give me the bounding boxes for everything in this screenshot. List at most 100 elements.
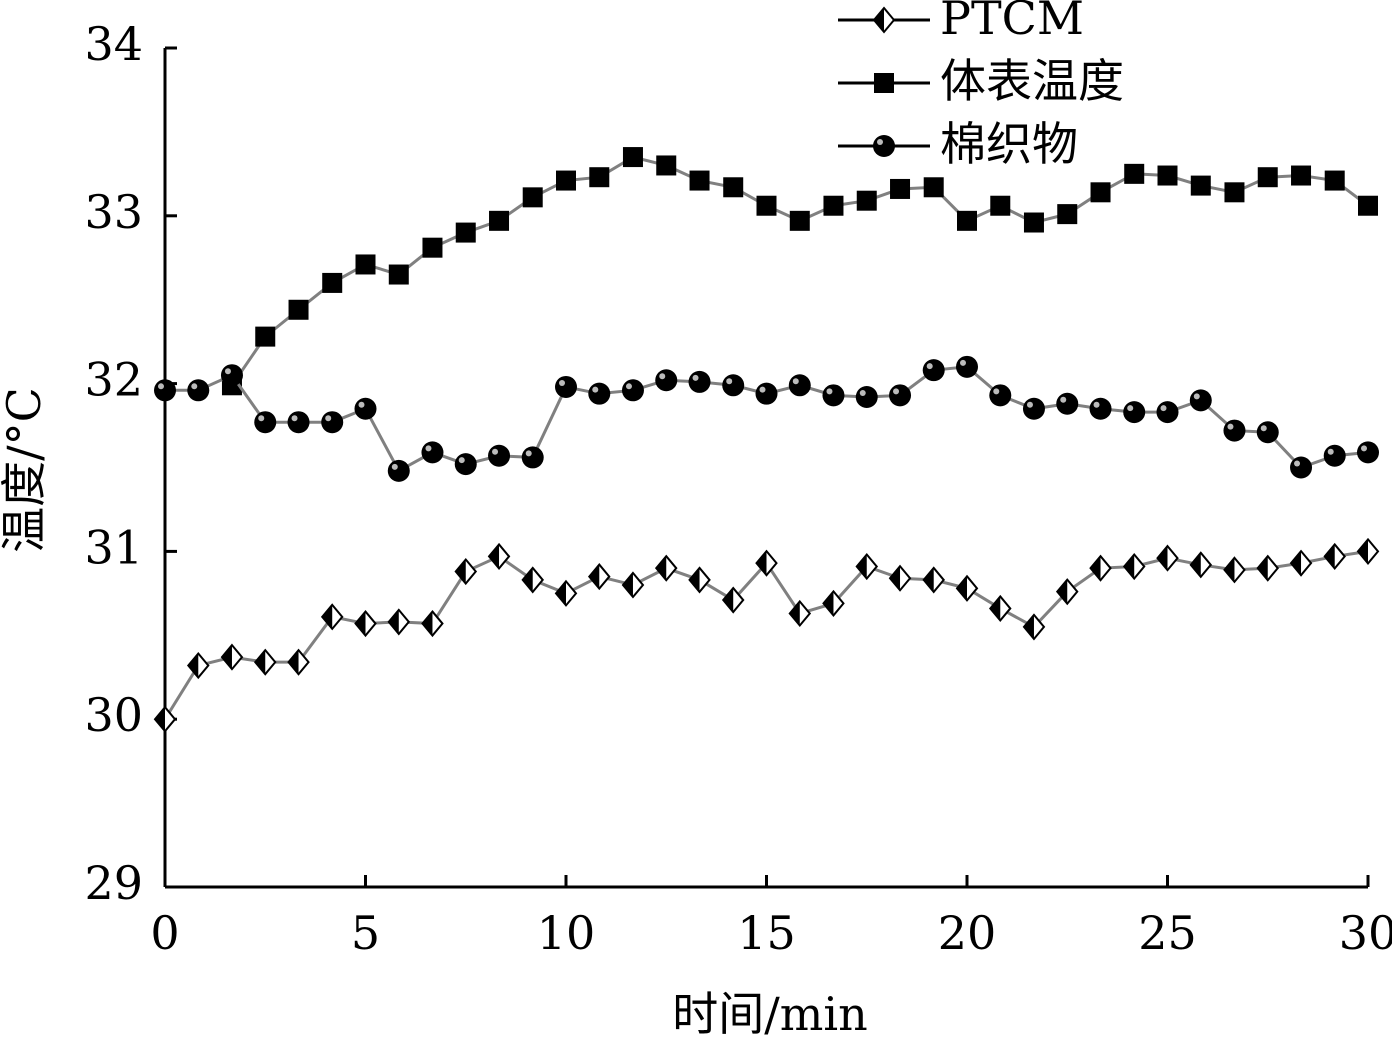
marker bbox=[822, 589, 845, 617]
marker-highlight bbox=[458, 457, 465, 464]
marker bbox=[955, 574, 979, 602]
marker bbox=[1256, 554, 1280, 582]
marker-diamond-half bbox=[1224, 557, 1235, 582]
marker-highlight bbox=[525, 450, 532, 457]
marker bbox=[153, 705, 177, 733]
marker bbox=[1057, 204, 1078, 225]
marker-highlight bbox=[559, 379, 565, 386]
x-tick-label: 30 bbox=[1339, 906, 1392, 960]
marker-circle bbox=[521, 446, 544, 469]
marker-square bbox=[1224, 182, 1245, 203]
marker bbox=[588, 382, 611, 405]
marker-diamond-half bbox=[1023, 614, 1034, 639]
marker-highlight bbox=[1260, 425, 1267, 432]
marker-highlight bbox=[1193, 393, 1200, 400]
marker bbox=[487, 542, 511, 570]
marker-square bbox=[522, 187, 543, 208]
marker-highlight bbox=[492, 448, 499, 455]
marker-highlight bbox=[592, 386, 599, 393]
marker bbox=[288, 299, 309, 320]
marker bbox=[354, 609, 377, 638]
marker-square bbox=[255, 326, 276, 347]
marker-highlight bbox=[826, 388, 833, 395]
marker-circle bbox=[1123, 401, 1146, 424]
marker bbox=[956, 355, 978, 378]
marker-circle bbox=[1189, 389, 1212, 412]
marker bbox=[555, 375, 577, 398]
marker-square bbox=[1057, 204, 1078, 225]
marker-circle bbox=[855, 386, 878, 409]
marker bbox=[522, 187, 543, 208]
marker bbox=[923, 177, 944, 198]
marker-square bbox=[322, 272, 343, 293]
marker bbox=[1124, 163, 1145, 184]
marker-diamond-half bbox=[1291, 551, 1302, 576]
marker bbox=[1291, 165, 1312, 186]
marker bbox=[722, 374, 745, 397]
marker bbox=[1323, 542, 1347, 570]
marker bbox=[689, 170, 710, 191]
marker-circle bbox=[421, 441, 444, 464]
marker bbox=[721, 586, 745, 614]
marker bbox=[587, 563, 611, 591]
marker-diamond-half bbox=[656, 556, 667, 581]
y-tick-label: 34 bbox=[84, 17, 143, 71]
marker bbox=[287, 411, 310, 434]
marker-circle bbox=[154, 379, 176, 402]
marker-highlight bbox=[1093, 401, 1100, 408]
marker bbox=[489, 210, 510, 231]
marker-highlight bbox=[158, 383, 164, 390]
marker bbox=[554, 579, 578, 607]
x-tick-label: 10 bbox=[537, 906, 596, 960]
marker-highlight bbox=[325, 415, 332, 422]
marker-diamond-half bbox=[188, 653, 199, 678]
marker-square bbox=[789, 210, 810, 231]
y-tick-label: 30 bbox=[84, 688, 143, 742]
marker bbox=[355, 254, 376, 275]
marker bbox=[255, 326, 276, 347]
marker-highlight bbox=[1327, 448, 1334, 455]
marker bbox=[889, 384, 912, 407]
marker-square bbox=[1324, 170, 1345, 191]
marker-circle bbox=[755, 382, 778, 405]
marker bbox=[1023, 212, 1044, 233]
marker-highlight bbox=[792, 378, 799, 385]
marker-circle bbox=[287, 411, 310, 434]
marker-diamond-half bbox=[622, 572, 633, 597]
marker-circle bbox=[254, 411, 277, 434]
marker-diamond-half bbox=[723, 588, 734, 613]
marker bbox=[989, 384, 1012, 407]
marker-circle bbox=[621, 379, 644, 402]
marker-highlight bbox=[625, 383, 632, 390]
legend-label: PTCM bbox=[940, 0, 1084, 45]
marker-square bbox=[1257, 167, 1278, 188]
marker-diamond-half bbox=[1324, 544, 1335, 569]
marker-highlight bbox=[224, 368, 231, 375]
marker-diamond-half bbox=[288, 650, 299, 675]
marker bbox=[922, 566, 946, 594]
marker bbox=[922, 359, 945, 382]
marker bbox=[655, 369, 678, 392]
marker bbox=[556, 170, 576, 191]
marker bbox=[823, 195, 844, 216]
marker-diamond-half bbox=[689, 567, 700, 592]
marker-diamond-half bbox=[322, 604, 333, 629]
marker-diamond-half bbox=[1358, 539, 1368, 564]
marker-highlight bbox=[1060, 396, 1067, 403]
marker bbox=[755, 382, 778, 405]
marker-circle bbox=[989, 384, 1012, 407]
marker-circle bbox=[822, 384, 845, 407]
marker bbox=[1156, 401, 1179, 424]
marker-circle bbox=[1089, 397, 1112, 420]
marker-square bbox=[489, 210, 510, 231]
x-tick-label: 5 bbox=[351, 906, 380, 960]
marker bbox=[1290, 456, 1313, 479]
marker-circle bbox=[1357, 441, 1379, 464]
marker bbox=[856, 190, 877, 211]
marker-diamond-half bbox=[1157, 546, 1168, 571]
series-line bbox=[165, 365, 1369, 473]
marker bbox=[1123, 401, 1146, 424]
marker-circle bbox=[354, 397, 377, 420]
marker bbox=[1189, 389, 1212, 412]
marker bbox=[622, 147, 643, 168]
